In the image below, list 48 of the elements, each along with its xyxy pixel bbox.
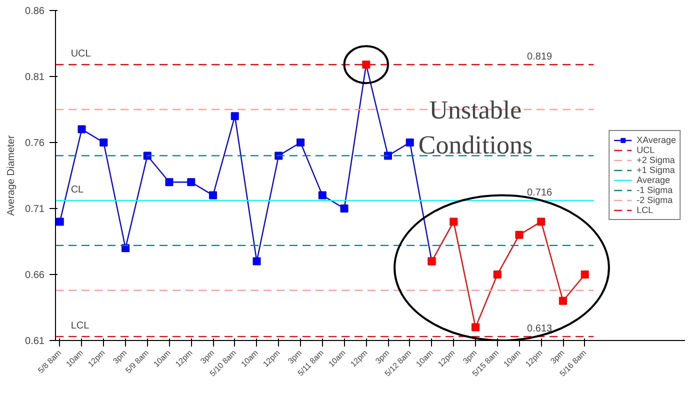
point: [559, 296, 567, 305]
annotation: 0.716: [527, 188, 552, 199]
y-tick-label: 0.76: [25, 138, 45, 149]
point: [165, 178, 174, 186]
legend-label: +2 Sigma: [636, 155, 675, 165]
point: [340, 204, 348, 212]
legend-label: -2 Sigma: [636, 195, 673, 205]
y-tick-label: 0.71: [25, 204, 45, 215]
point: [252, 257, 261, 266]
point: [406, 138, 414, 146]
legend-label: UCL: [636, 145, 656, 155]
y-axis-title: Average Diameter: [6, 134, 18, 216]
legend-label: Average: [636, 175, 670, 185]
x-tick-label: 3pm: [374, 348, 392, 366]
point: [472, 323, 480, 332]
point: [187, 178, 196, 186]
annotation: UCL: [70, 48, 92, 60]
y-tick-label: 0.86: [25, 6, 45, 17]
legend-label: +1 Sigma: [636, 165, 675, 175]
point: [580, 270, 589, 278]
point: [209, 191, 217, 200]
annotation: CL: [70, 184, 84, 196]
point: [493, 270, 502, 278]
point: [296, 138, 304, 146]
point: [78, 125, 86, 134]
x-tick-label: 3pm: [461, 348, 479, 366]
point: [230, 112, 239, 120]
annotation: LCL: [70, 320, 90, 332]
x-tick-label: 3pm: [286, 348, 304, 366]
point: [100, 138, 108, 146]
x-tick-label: 5/8 8am: [36, 348, 64, 376]
legend-label: XAverage: [636, 135, 676, 145]
annotation: 0.819: [527, 52, 552, 63]
y-tick-label: 0.81: [25, 72, 45, 83]
point: [56, 218, 64, 226]
point: [318, 191, 326, 200]
y-tick-label: 0.66: [25, 270, 45, 281]
x-tick-label: 3pm: [111, 348, 129, 366]
point: [450, 218, 458, 226]
legend-label: LCL: [636, 205, 654, 215]
y-tick-label: 0.61: [25, 336, 45, 347]
annotation: 0.613: [527, 324, 552, 335]
point: [515, 230, 524, 239]
x-tick-label: 3pm: [548, 348, 566, 366]
annotation: Unstable Conditions: [418, 96, 533, 160]
legend-label: -1 Sigma: [636, 185, 673, 195]
point: [537, 218, 546, 226]
x-tick-label: 3pm: [198, 348, 216, 366]
